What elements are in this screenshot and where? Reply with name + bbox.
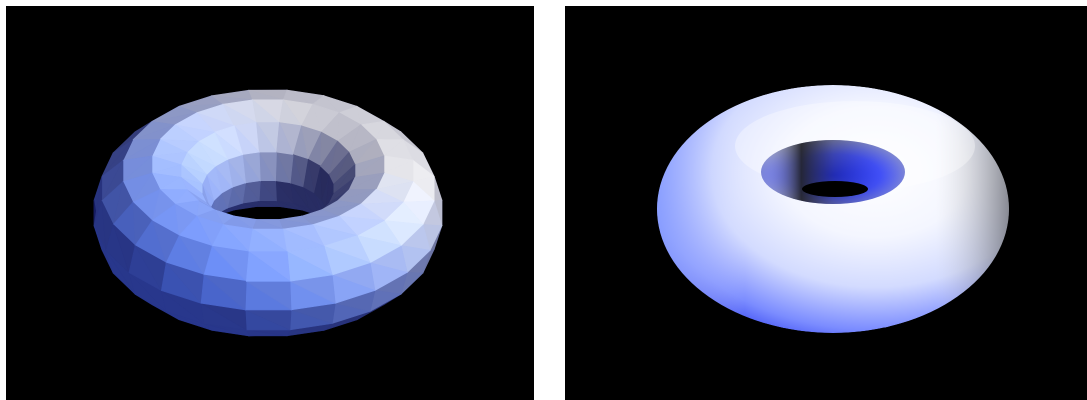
torus-facet xyxy=(287,330,324,336)
torus-body xyxy=(655,76,1015,346)
flat-shaded-torus-panel xyxy=(6,6,534,400)
torus-facet xyxy=(370,291,401,312)
flat-shaded-torus xyxy=(6,6,534,400)
torus-hole xyxy=(802,181,868,197)
smooth-shaded-torus-panel xyxy=(565,6,1087,400)
smooth-shaded-torus xyxy=(565,6,1087,400)
torus-facet xyxy=(434,176,442,200)
torus-inner-rim xyxy=(761,140,905,204)
